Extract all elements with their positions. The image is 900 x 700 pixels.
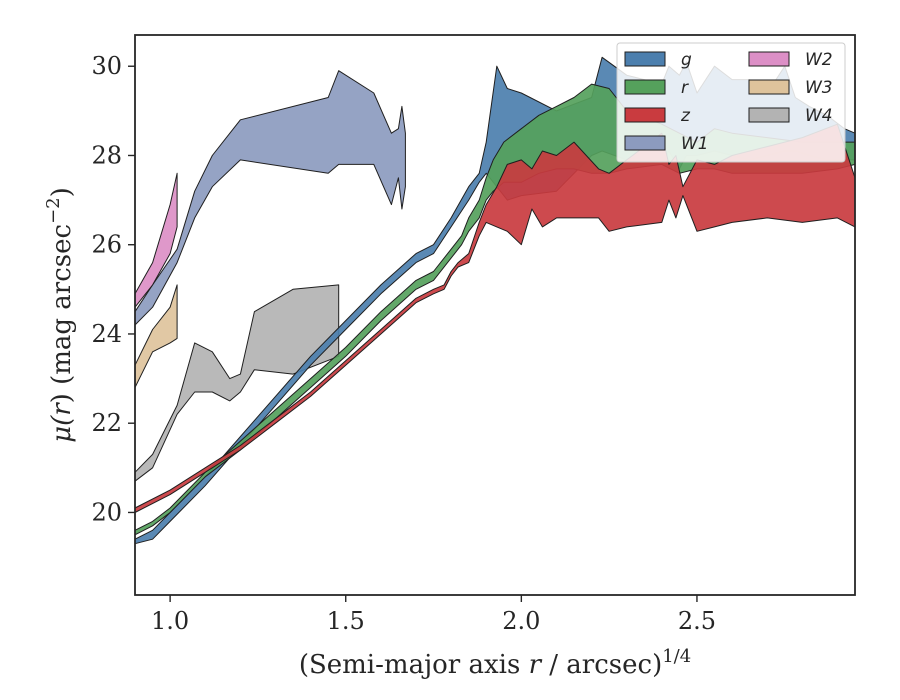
legend-swatch-g — [624, 51, 666, 67]
legend: grz W1 W2 W3 W4 — [616, 42, 846, 163]
legend-label-g: g — [681, 50, 692, 70]
legend-swatch-w2 — [748, 51, 790, 67]
x-tick-label: 1.0 — [151, 607, 189, 635]
legend-label-z: z — [680, 106, 691, 126]
y-tick-label: 20 — [91, 498, 122, 526]
axes-frame — [134, 34, 856, 596]
legend-label-w3: W3 — [805, 78, 833, 98]
x-axis-label: (Semi-major axis r / arcsec)1/4 — [299, 646, 691, 680]
y-tick-label: 22 — [91, 409, 122, 437]
legend-label-r: r — [681, 78, 689, 98]
y-tick-label: 24 — [91, 320, 122, 348]
series-band-w3 — [134, 284, 178, 388]
legend-label-w4: W4 — [805, 106, 833, 126]
legend-frame — [616, 42, 846, 163]
legend-swatch-w3 — [748, 79, 790, 95]
legend-swatch-w1 — [624, 135, 666, 151]
x-tick-label: 1.5 — [327, 607, 365, 635]
y-tick-label: 30 — [91, 52, 122, 80]
legend-label-w1: W1 — [681, 134, 709, 154]
x-tick-label: 2.5 — [678, 607, 716, 635]
y-tick-label: 28 — [91, 141, 122, 169]
y-axis-label: μ(r) (mag arcsec−2) — [43, 187, 77, 443]
y-ticks: 20 22 24 26 28 30 — [91, 52, 135, 526]
legend-swatch-w4 — [748, 107, 790, 123]
x-tick-label: 2.0 — [502, 607, 540, 635]
legend-swatch-z — [624, 107, 666, 123]
legend-label-w2: W2 — [805, 50, 833, 70]
series-band-w2 — [134, 172, 178, 308]
legend-swatch-r — [624, 79, 666, 95]
x-ticks: 1.0 1.5 2.0 2.5 — [151, 595, 716, 635]
series-band-w1 — [134, 70, 406, 326]
series-band-w4 — [134, 284, 340, 482]
y-tick-label: 26 — [91, 231, 122, 259]
